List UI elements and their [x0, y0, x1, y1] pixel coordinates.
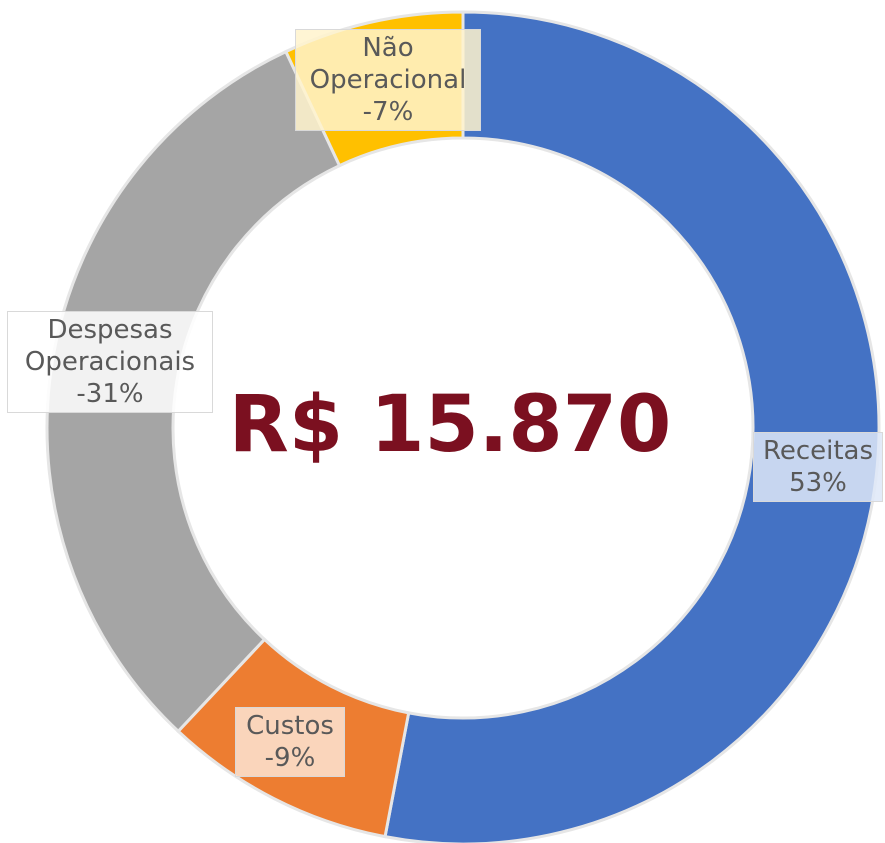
- data-label: Receitas 53%: [753, 432, 883, 502]
- label-value: 53%: [789, 468, 847, 498]
- label-name: Custos: [246, 711, 334, 741]
- label-name: Não Operacional: [309, 33, 467, 95]
- label-value: -31%: [76, 379, 144, 409]
- data-label: Custos -9%: [235, 707, 345, 777]
- label-value: -9%: [264, 743, 316, 773]
- label-name: Receitas: [762, 436, 874, 466]
- donut-slice: [383, 10, 881, 843]
- data-label: Não Operacional -7%: [295, 29, 481, 131]
- center-label: R$ 15.870: [228, 380, 672, 470]
- label-value: -7%: [362, 97, 414, 127]
- data-label: Despesas Operacionais -31%: [7, 311, 213, 413]
- donut-slice: [45, 49, 342, 734]
- label-name: Despesas Operacionais: [24, 315, 196, 377]
